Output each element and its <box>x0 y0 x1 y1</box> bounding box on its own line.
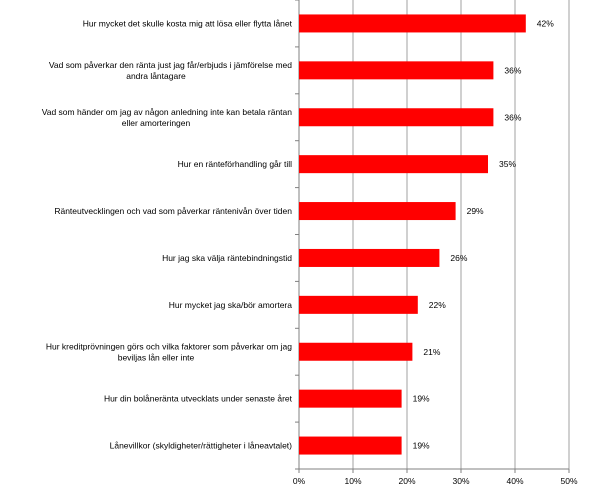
category-label: Hur jag ska välja räntebindningstid <box>162 253 292 263</box>
x-tick-label: 30% <box>452 476 469 486</box>
data-label: 21% <box>423 347 440 357</box>
data-label: 19% <box>413 441 430 451</box>
x-tick-label: 50% <box>560 476 577 486</box>
category-label: eller amorteringen <box>122 118 191 128</box>
data-label: 36% <box>504 65 521 75</box>
data-label: 36% <box>504 112 521 122</box>
bar <box>299 389 402 408</box>
data-label: 19% <box>413 394 430 404</box>
bar <box>299 248 440 267</box>
x-tick-label: 40% <box>506 476 523 486</box>
data-label: 29% <box>467 206 484 216</box>
bar <box>299 14 526 33</box>
category-label: Lånevillkor (skyldigheter/rättigheter i … <box>110 441 293 451</box>
bar <box>299 436 402 455</box>
category-label: andra låntagare <box>126 71 186 81</box>
bar <box>299 342 413 361</box>
category-label: Vad som händer om jag av någon anledning… <box>42 107 293 117</box>
category-label: Hur kreditprövningen görs och vilka fakt… <box>46 341 292 351</box>
category-label: Hur en ränteförhandling går till <box>178 159 292 169</box>
data-label: 35% <box>499 159 516 169</box>
category-label: Hur mycket det skulle kosta mig att lösa… <box>83 18 293 28</box>
bar <box>299 295 418 314</box>
bar <box>299 155 488 174</box>
category-label: Hur din bolåneränta utvecklats under sen… <box>104 394 293 404</box>
category-label: Ränteutvecklingen och vad som påverkar r… <box>54 206 292 216</box>
x-tick-label: 0% <box>293 476 306 486</box>
data-label: 22% <box>429 300 446 310</box>
bar <box>299 61 494 80</box>
x-tick-label: 10% <box>344 476 361 486</box>
bar <box>299 202 456 221</box>
x-tick-label: 20% <box>398 476 415 486</box>
data-label: 26% <box>450 253 467 263</box>
category-label: Vad som påverkar den ränta just jag får/… <box>49 60 292 70</box>
bar <box>299 108 494 127</box>
category-label: Hur mycket jag ska/bör amortera <box>169 300 293 310</box>
category-label: beviljas lån eller inte <box>118 352 195 362</box>
data-label: 42% <box>537 18 554 28</box>
